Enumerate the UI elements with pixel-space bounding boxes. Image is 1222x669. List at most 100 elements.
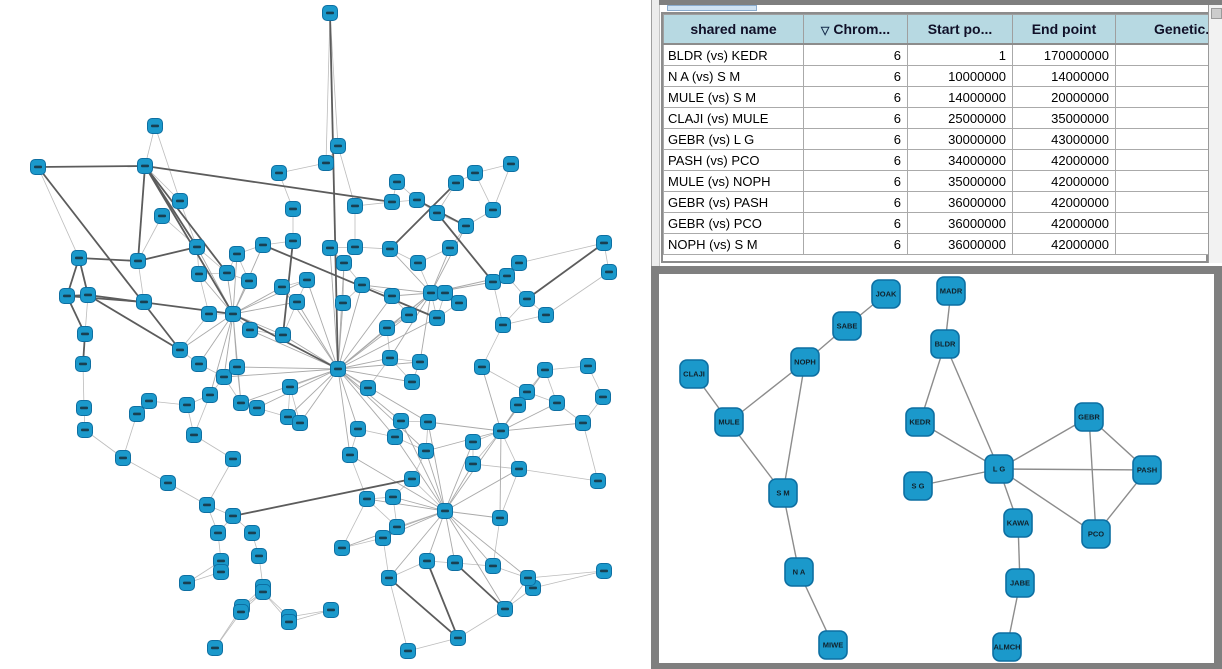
table-row[interactable]: MULE (vs) S M614000000200000007.5 — [663, 86, 1222, 108]
network-node[interactable] — [347, 198, 363, 214]
network-node[interactable] — [537, 362, 553, 378]
network-node-gebr[interactable]: GEBR — [1074, 402, 1104, 432]
network-node-pash[interactable]: PASH — [1132, 455, 1162, 485]
network-node[interactable] — [485, 274, 501, 290]
table-cell[interactable]: 6 — [803, 65, 908, 87]
table-cell[interactable]: BLDR (vs) KEDR — [663, 43, 804, 66]
network-node[interactable] — [77, 422, 93, 438]
table-row[interactable]: GEBR (vs) L G6300000004300000016.9 — [663, 128, 1222, 150]
network-node[interactable] — [292, 415, 308, 431]
network-node[interactable] — [282, 379, 298, 395]
network-node[interactable] — [384, 288, 400, 304]
network-node-madr[interactable]: MADR — [936, 276, 966, 306]
network-node-claji[interactable]: CLAJI — [679, 359, 709, 389]
network-node[interactable] — [289, 294, 305, 310]
table-cell[interactable]: 30000000 — [907, 128, 1013, 150]
network-node[interactable] — [322, 240, 338, 256]
network-node[interactable] — [384, 194, 400, 210]
network-node[interactable] — [30, 159, 46, 175]
network-node[interactable] — [77, 326, 93, 342]
table-cell[interactable]: CLAJI (vs) MULE — [663, 107, 804, 129]
network-node[interactable] — [249, 400, 265, 416]
network-node[interactable] — [179, 575, 195, 591]
network-node[interactable] — [381, 570, 397, 586]
table-cell[interactable]: 6 — [803, 233, 908, 255]
network-node[interactable] — [199, 497, 215, 513]
network-node[interactable] — [233, 395, 249, 411]
network-node[interactable] — [387, 429, 403, 445]
network-node[interactable] — [71, 250, 87, 266]
table-cell[interactable]: 7.5 — [1115, 86, 1222, 108]
large-network-canvas[interactable] — [0, 0, 651, 669]
table-scrollbar[interactable] — [1208, 5, 1222, 263]
network-node[interactable] — [379, 320, 395, 336]
network-node[interactable] — [359, 491, 375, 507]
network-node[interactable] — [401, 307, 417, 323]
network-node[interactable] — [255, 237, 271, 253]
panel-splitter[interactable] — [651, 0, 660, 266]
network-node[interactable] — [271, 165, 287, 181]
network-node[interactable] — [393, 413, 409, 429]
network-node[interactable] — [419, 553, 435, 569]
network-node[interactable] — [285, 233, 301, 249]
scrollbar-thumb[interactable] — [1211, 8, 1222, 19]
network-node[interactable] — [499, 268, 515, 284]
network-node[interactable] — [75, 356, 91, 372]
table-cell[interactable]: 6 — [803, 212, 908, 234]
network-node[interactable] — [510, 397, 526, 413]
table-cell[interactable]: 36000000 — [907, 212, 1013, 234]
network-node[interactable] — [511, 461, 527, 477]
network-node[interactable] — [233, 604, 249, 620]
network-node[interactable] — [323, 602, 339, 618]
table-cell[interactable]: 10.5 — [1115, 170, 1222, 192]
table-cell[interactable]: 1 — [907, 43, 1013, 66]
table-cell[interactable]: 8.4 — [1115, 212, 1222, 234]
network-node[interactable] — [130, 253, 146, 269]
table-cell[interactable]: GEBR (vs) PASH — [663, 191, 804, 213]
network-node[interactable] — [485, 558, 501, 574]
network-node-noph[interactable]: NOPH — [790, 347, 820, 377]
network-node-mule[interactable]: MULE — [714, 407, 744, 437]
table-cell[interactable]: 42000000 — [1012, 170, 1116, 192]
network-node-jabe[interactable]: JABE — [1005, 568, 1035, 598]
network-node[interactable] — [404, 374, 420, 390]
table-cell[interactable]: 192.0 — [1115, 43, 1222, 66]
network-node[interactable] — [280, 409, 296, 425]
table-cell[interactable]: 16.9 — [1115, 128, 1222, 150]
network-node[interactable] — [186, 427, 202, 443]
table-cell[interactable]: 10000000 — [907, 65, 1013, 87]
table-cell[interactable]: PASH (vs) PCO — [663, 149, 804, 171]
network-node[interactable] — [418, 443, 434, 459]
network-node[interactable] — [281, 614, 297, 630]
network-node[interactable] — [495, 317, 511, 333]
table-cell[interactable]: 35000000 — [907, 170, 1013, 192]
network-node[interactable] — [299, 272, 315, 288]
network-node[interactable] — [76, 400, 92, 416]
network-node[interactable] — [179, 397, 195, 413]
column-header-2[interactable]: Start po... — [907, 14, 1013, 45]
network-node[interactable] — [590, 473, 606, 489]
network-node[interactable] — [115, 450, 131, 466]
network-node[interactable] — [285, 201, 301, 217]
network-node-almch[interactable]: ALMCH — [992, 632, 1022, 662]
network-node[interactable] — [350, 421, 366, 437]
table-row[interactable]: CLAJI (vs) MULE625000000350000005.9 — [663, 107, 1222, 129]
table-cell[interactable]: 35000000 — [1012, 107, 1116, 129]
network-node[interactable] — [420, 414, 436, 430]
network-node[interactable] — [437, 503, 453, 519]
network-node[interactable] — [404, 471, 420, 487]
network-node[interactable] — [474, 359, 490, 375]
network-node[interactable] — [191, 266, 207, 282]
network-node[interactable] — [389, 174, 405, 190]
network-node[interactable] — [330, 361, 346, 377]
network-node[interactable] — [511, 255, 527, 271]
table-cell[interactable]: 11.4 — [1115, 149, 1222, 171]
table-row[interactable]: GEBR (vs) PCO636000000420000008.4 — [663, 212, 1222, 234]
column-header-4[interactable]: Genetic... — [1115, 14, 1222, 45]
network-node[interactable] — [274, 279, 290, 295]
table-cell[interactable]: 6 — [803, 191, 908, 213]
network-node-l-g[interactable]: L G — [984, 454, 1014, 484]
table-cell[interactable]: 20000000 — [1012, 86, 1116, 108]
table-row[interactable]: NOPH (vs) S M636000000420000009.9 — [663, 233, 1222, 255]
network-node[interactable] — [410, 255, 426, 271]
